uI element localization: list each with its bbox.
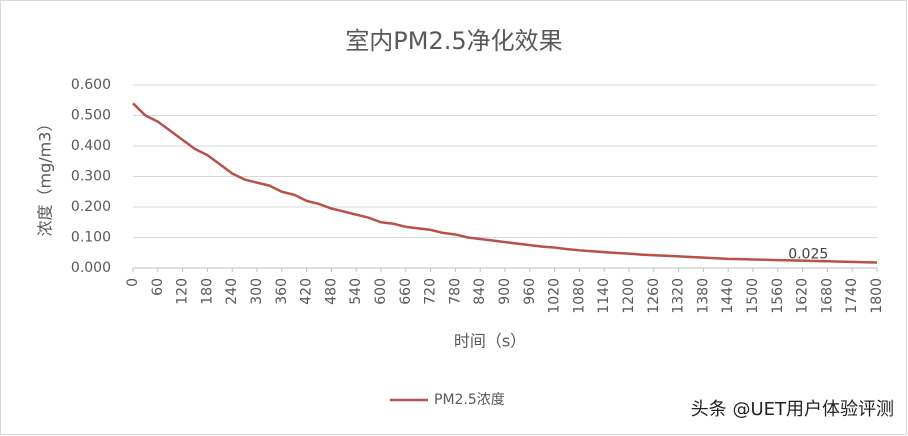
y-tick-label: 0.600 [71, 77, 111, 93]
x-tick-label: 1680 [819, 278, 835, 314]
x-tick-label: 1080 [571, 278, 587, 314]
y-tick-label: 0.300 [71, 169, 111, 185]
watermark: 头条 @UET用户体验评测 [691, 399, 894, 420]
x-tick-label: 540 [348, 278, 364, 305]
x-tick-label: 1140 [596, 278, 612, 314]
line-series [132, 102, 878, 264]
x-tick-label: 900 [497, 278, 513, 305]
x-tick-label: 1380 [695, 278, 711, 314]
x-tick-label: 120 [175, 278, 191, 305]
data-label: 0.025 [788, 246, 828, 262]
x-tick-label: 0 [125, 278, 141, 287]
x-tick-label: 600 [373, 278, 389, 305]
y-axis-label: 浓度（mg/m3） [36, 116, 55, 237]
x-tick-label: 1260 [646, 278, 662, 314]
y-tick-label: 0.400 [71, 138, 111, 154]
y-tick-label: 0.100 [71, 230, 111, 246]
x-tick-label: 780 [447, 278, 463, 305]
x-tick-label: 180 [199, 278, 215, 305]
x-tick-label: 960 [522, 278, 538, 305]
x-tick-label: 1740 [844, 278, 860, 314]
x-tick-label: 420 [299, 278, 315, 305]
legend-label: PM2.5浓度 [434, 392, 505, 408]
x-tick-label: 660 [398, 278, 414, 305]
x-tick-label: 60 [150, 278, 166, 296]
y-tick-label: 0.000 [71, 260, 111, 276]
x-tick-label: 840 [472, 278, 488, 305]
x-tick-label: 720 [423, 278, 439, 305]
x-tick-label: 300 [249, 278, 265, 305]
x-tick-label: 240 [224, 278, 240, 305]
x-tick-label: 1020 [547, 278, 563, 314]
chart-title: 室内PM2.5净化效果 [345, 27, 562, 55]
y-tick-label: 0.500 [71, 108, 111, 124]
x-tick-label: 1440 [720, 278, 736, 314]
x-tick-label: 1500 [745, 278, 761, 314]
x-tick-label: 1320 [671, 278, 687, 314]
x-tick-label: 1200 [621, 278, 637, 314]
x-axis-label: 时间（s） [454, 332, 526, 351]
x-tick-label: 360 [274, 278, 290, 305]
y-tick-label: 0.200 [71, 199, 111, 215]
x-tick-label: 1560 [770, 278, 786, 314]
x-tick-label: 1620 [795, 278, 811, 314]
x-tick-label: 1800 [869, 278, 885, 314]
x-tick-label: 480 [323, 278, 339, 305]
